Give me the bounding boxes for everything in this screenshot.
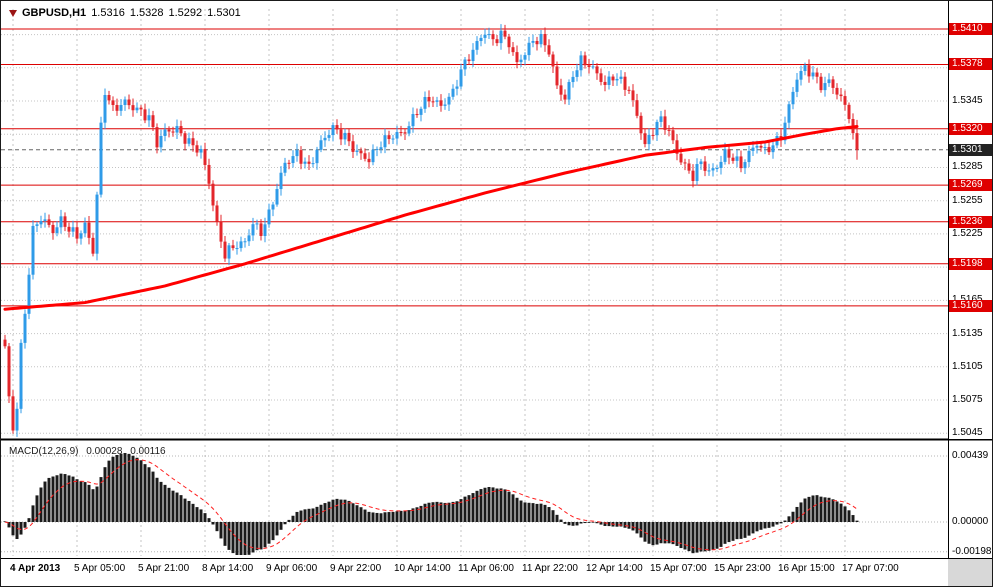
grid-price-label: 1.5105 [949,360,992,373]
time-label: 11 Apr 22:00 [522,563,578,574]
time-label: 5 Apr 21:00 [138,563,190,574]
time-label: 4 Apr 2013 [10,563,61,574]
time-label: 9 Apr 06:00 [266,563,318,574]
time-label: 9 Apr 22:00 [330,563,382,574]
macd-name-label: MACD(12,26,9) [9,446,79,457]
grid-price-label: 1.5135 [949,327,992,340]
grid-price-label: 1.5225 [949,227,992,240]
time-label: 12 Apr 14:00 [586,563,643,574]
level-price-label: 1.5198 [949,257,992,270]
level-price-label: 1.5320 [949,122,992,135]
macd-value-main: 0.00028 [86,446,123,457]
macd-scale-label: 0.00439 [949,449,992,462]
time-label: 17 Apr 07:00 [842,563,899,574]
time-label: 11 Apr 06:00 [458,563,514,574]
time-label: 15 Apr 23:00 [714,563,771,574]
symbol-period-label: GBPUSD,H1 [22,7,87,19]
grid-price-label: 1.5255 [949,194,992,207]
time-label: 8 Apr 14:00 [202,563,254,574]
macd-value-signal: 0.00116 [130,446,166,457]
bid-price-label: 1.5301 [949,143,992,156]
grid-price-label: 1.5285 [949,161,992,174]
grid-price-label: 1.5075 [949,394,992,407]
price-axis[interactable]: 1.5410 1.5378 1.5345 1.5320 1.5301 1.5285 1.52… [949,1,992,558]
grid-price-label: 1.5345 [949,95,992,108]
symbol-marker-icon [9,9,17,17]
quote-high: 1.5328 [129,7,164,19]
level-price-label: 1.5236 [949,215,992,228]
time-label: 15 Apr 07:00 [650,563,707,574]
macd-scale-label: 0.00000 [949,516,992,528]
time-axis[interactable]: 4 Apr 2013 5 Apr 05:00 5 Apr 21:00 8 Apr 14… [1,559,948,586]
macd-axis[interactable]: 0.00439 0.00000 -0.00198 [949,1,992,558]
time-label: 10 Apr 14:00 [394,563,451,574]
level-price-label: 1.5269 [949,179,992,192]
time-label: 5 Apr 05:00 [74,563,126,574]
level-price-label: 1.5410 [949,23,992,36]
axis-corner [948,559,992,586]
grid-price-label: 1.5045 [949,427,992,440]
chart-title: GBPUSD,H1 1.5316 1.5328 1.5292 1.5301 [9,7,241,19]
level-price-label: 1.5160 [949,299,992,312]
quote-low: 1.5292 [168,7,203,19]
macd-scale-label: -0.00198 [949,545,992,558]
quote-open: 1.5316 [91,7,125,19]
quote-close: 1.5301 [207,7,241,19]
level-price-label: 1.5378 [949,58,992,71]
macd-indicator-title: MACD(12,26,9) 0.00028 0.00116 [9,446,166,457]
time-label: 16 Apr 15:00 [778,563,835,574]
